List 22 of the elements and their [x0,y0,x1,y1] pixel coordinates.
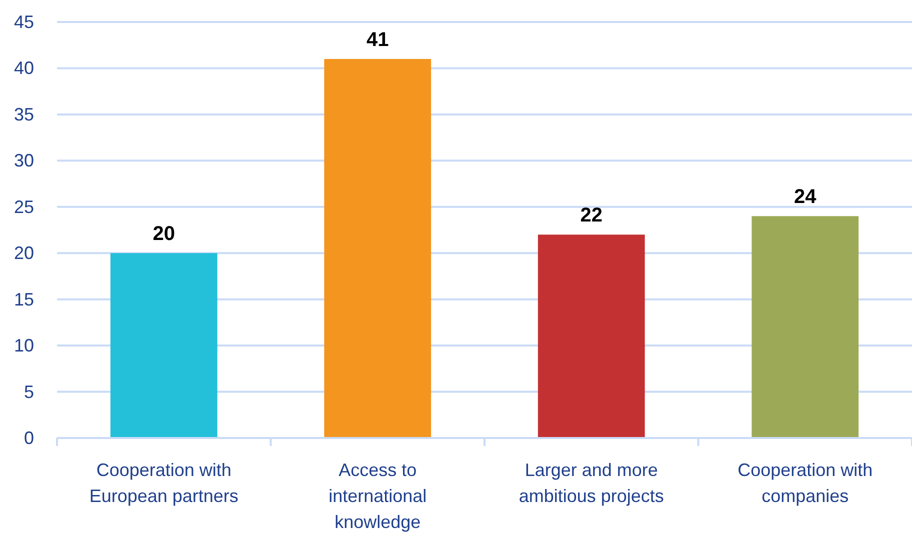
y-tick-label: 20 [14,243,34,264]
bar [752,216,859,438]
y-tick-label: 25 [14,196,34,217]
bar [110,253,218,438]
bar [324,58,432,438]
data-label: 24 [794,186,818,208]
y-tick-label: 35 [14,104,34,124]
x-tick-label: Larger and more ambitious projects [518,460,664,506]
data-label: 41 [366,28,389,51]
bar [538,234,645,438]
y-tick-label: 30 [14,150,34,171]
y-tick-label: 15 [14,289,34,310]
y-tick-label: 0 [24,428,34,448]
y-tick-label: 5 [24,382,34,402]
y-tick-label: 40 [14,58,34,78]
x-tick-label: Cooperation with European partners [89,460,238,506]
x-tick-label: Cooperation with companies [738,460,873,506]
data-label: 20 [152,223,175,246]
x-tick-label: Access to international knowledge [328,460,427,532]
data-label: 22 [580,204,602,227]
y-tick-label: 10 [14,336,34,356]
y-tick-label: 45 [14,12,34,32]
